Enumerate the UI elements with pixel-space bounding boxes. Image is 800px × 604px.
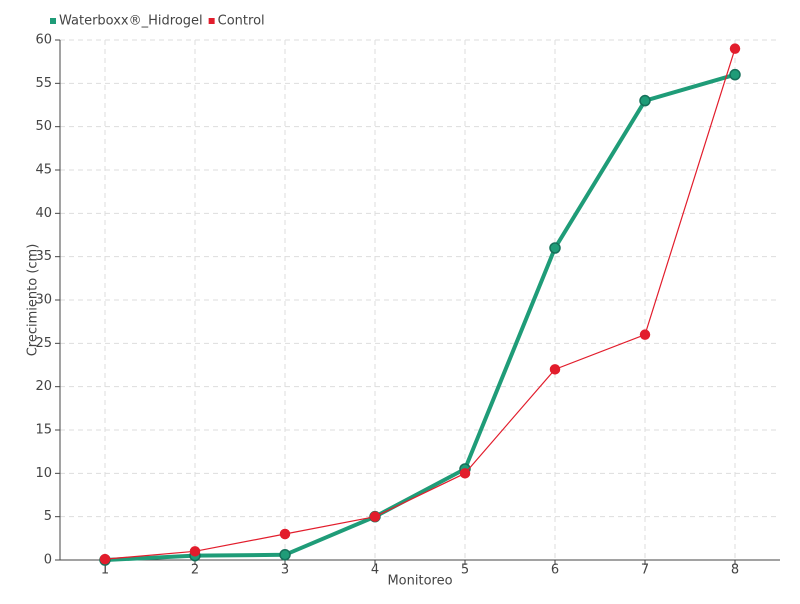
x-tick-label: 6 [551, 563, 559, 578]
y-tick-label: 25 [35, 336, 52, 351]
y-tick-label: 55 [35, 76, 52, 91]
data-point [459, 468, 471, 479]
legend-swatch [50, 18, 56, 24]
data-point [639, 329, 651, 340]
data-point [189, 546, 201, 557]
x-axis-title: Monitoreo [387, 574, 452, 589]
y-tick-label: 40 [35, 206, 52, 221]
series-line [104, 72, 736, 562]
y-tick-label: 50 [35, 119, 52, 134]
legend-label: Control [218, 14, 265, 29]
y-tick-label: 35 [35, 249, 52, 264]
y-tick-label: 20 [35, 379, 52, 394]
x-tick-label: 7 [641, 563, 649, 578]
x-tick-label: 3 [281, 563, 289, 578]
y-tick-label: 10 [35, 466, 52, 481]
y-tick-label: 60 [35, 33, 52, 48]
data-point [549, 242, 561, 254]
data-point [279, 528, 291, 540]
data-point [729, 43, 741, 54]
data-point [99, 553, 111, 565]
y-tick-label: 45 [35, 163, 52, 178]
data-point [279, 549, 291, 561]
legend-swatch [208, 18, 215, 24]
y-axis-title: Crecimiento (cm) [26, 244, 41, 357]
series-line [104, 48, 736, 560]
x-tick-label: 2 [191, 563, 199, 578]
x-tick-label: 1 [101, 563, 109, 578]
data-point [549, 364, 561, 375]
x-tick-label: 4 [371, 563, 379, 578]
y-tick-label: 0 [44, 553, 52, 568]
x-tick-label: 8 [731, 563, 739, 578]
legend-label: Waterboxx®_Hidrogel [59, 14, 203, 29]
data-point [729, 68, 741, 81]
data-point [639, 94, 651, 107]
y-tick-label: 5 [44, 509, 52, 524]
x-tick-label: 5 [461, 563, 469, 578]
y-tick-label: 15 [35, 423, 52, 438]
y-tick-label: 30 [35, 293, 52, 308]
data-point [369, 511, 381, 522]
